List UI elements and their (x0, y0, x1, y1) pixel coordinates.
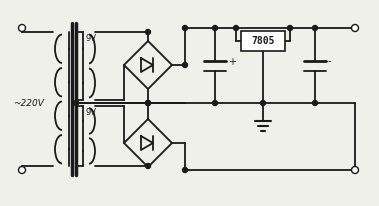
Circle shape (260, 101, 266, 105)
Circle shape (146, 29, 150, 34)
Circle shape (213, 26, 218, 30)
Circle shape (183, 26, 188, 30)
Text: 9V: 9V (85, 108, 96, 117)
Circle shape (74, 101, 78, 105)
Circle shape (146, 101, 150, 105)
Circle shape (288, 26, 293, 30)
Circle shape (351, 25, 359, 32)
Circle shape (313, 101, 318, 105)
Circle shape (183, 62, 188, 68)
Bar (241, 31, 285, 51)
Circle shape (313, 26, 318, 30)
Circle shape (233, 26, 238, 30)
Circle shape (19, 25, 25, 32)
Circle shape (351, 166, 359, 173)
Text: 9V: 9V (85, 34, 96, 43)
Circle shape (19, 166, 25, 173)
Circle shape (183, 167, 188, 172)
Circle shape (146, 164, 150, 169)
Text: +: + (228, 56, 236, 67)
Text: 7805: 7805 (251, 36, 275, 46)
Circle shape (146, 101, 150, 105)
Circle shape (213, 101, 218, 105)
Text: -: - (328, 56, 332, 67)
Text: ~220V: ~220V (13, 98, 44, 108)
